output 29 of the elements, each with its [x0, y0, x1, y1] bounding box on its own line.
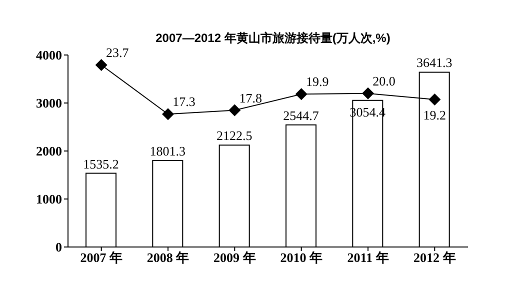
- y-tick-label: 2000: [36, 144, 62, 159]
- y-tick-label: 3000: [36, 96, 62, 111]
- x-tick-label: 2012 年: [414, 250, 456, 266]
- data-label: 19.2: [423, 108, 446, 123]
- point: [295, 88, 308, 100]
- data-label: 1535.2: [83, 156, 119, 172]
- data-label: 2544.7: [283, 108, 320, 123]
- point: [228, 104, 241, 116]
- chart-title: 2007—2012 年黄山市旅游接待量(万人次,%): [156, 31, 390, 45]
- point: [428, 94, 441, 106]
- x-tick-label: 2007 年: [80, 250, 122, 266]
- y-tick-label: 0: [56, 240, 62, 255]
- data-label: 2122.5: [216, 128, 252, 144]
- data-label: 17.8: [239, 90, 262, 106]
- x-tick-label: 2008 年: [146, 250, 190, 266]
- y-tick-label: 4000: [36, 48, 62, 63]
- data-label: 17.3: [172, 94, 196, 110]
- data-label: 3641.3: [416, 55, 452, 70]
- x-tick-label: 2011 年: [347, 250, 389, 266]
- point: [162, 108, 174, 120]
- y-tick-label: 1000: [36, 192, 62, 207]
- data-label: 19.9: [306, 74, 329, 90]
- point: [95, 58, 108, 71]
- data-label: 20.0: [372, 73, 396, 88]
- point: [362, 87, 374, 100]
- x-tick-label: 2010 年: [280, 250, 322, 266]
- data-label: 1801.3: [150, 144, 186, 159]
- data-label: 23.7: [106, 44, 130, 60]
- x-tick-label: 2009 年: [214, 250, 256, 266]
